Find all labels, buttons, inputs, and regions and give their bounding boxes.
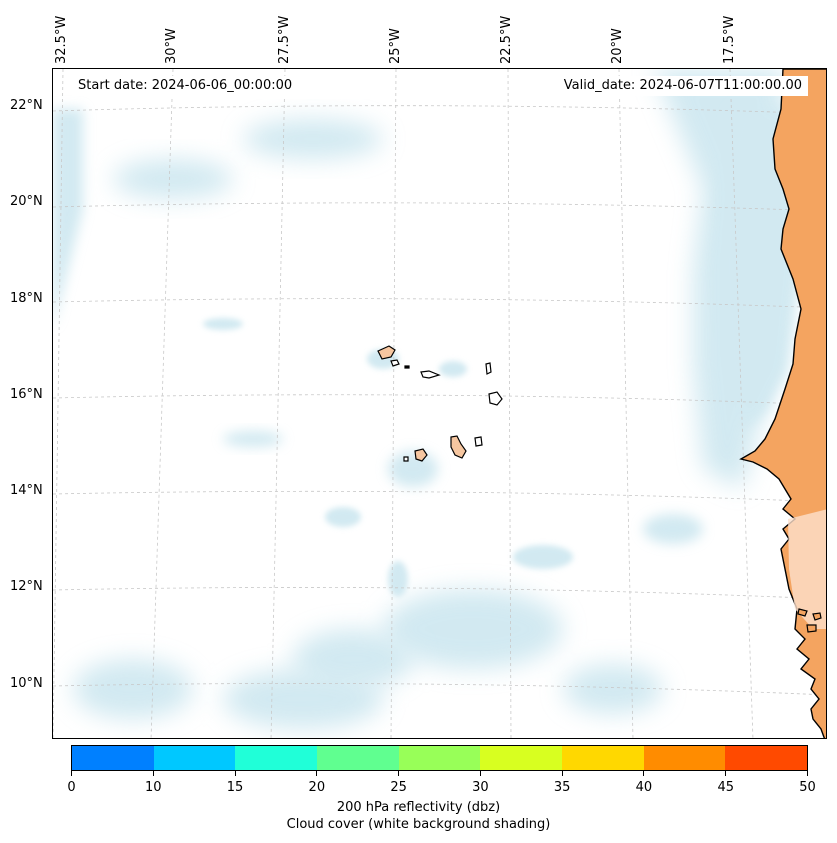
map-canvas [53,69,826,738]
colorbar-label-sub: Cloud cover (white background shading) [286,817,551,832]
colorbar-tick-label: 50 [799,780,816,795]
colorbar-tick-label: 25 [390,780,407,795]
lat-label-20n: 20°N [10,194,43,209]
coastal-cloud-core [715,109,798,429]
cloud-cover-shading [53,69,798,729]
island-santiago [450,435,467,459]
island-santo-antao [377,345,396,360]
lon-label-17-5w: 17.5°W [722,15,737,64]
lon-label-20w: 20°W [610,28,625,64]
colorbar-tick [71,771,72,776]
graticule [53,69,826,738]
colorbar-tick [152,771,154,776]
island-santa-luzia [404,365,410,369]
start-date-label: Start date: 2024-06-06_00:00:00 [72,76,299,96]
colorbar-tick [561,771,563,776]
colorbar-tick-label: 15 [226,780,244,795]
lon-label-32-5w: 32.5°W [54,15,69,64]
cloud-patch [383,589,563,669]
lat-label-14n: 14°N [10,483,43,498]
lat-label-22n: 22°N [10,98,43,113]
cloud-patch [113,159,233,199]
island-sao-nicolau [420,370,441,379]
colorbar-segment [235,746,318,770]
cloud-patch [388,451,438,487]
mainland-south-shade [788,509,826,629]
island-fogo [414,448,428,462]
colorbar-segment [480,746,563,770]
lon-label-27-5w: 27.5°W [277,15,292,64]
left-edge-cloud [53,109,83,329]
cloud-patch [73,659,193,719]
cloud-patch [563,664,663,714]
lon-label-22-5w: 22.5°W [499,15,514,64]
colorbar-tick [234,771,236,776]
colorbar-tick-label: 0 [67,780,76,795]
colorbar-label-main: 200 hPa reflectivity (dbz) [336,800,501,815]
colorbar-segment [72,746,154,770]
islet-guinea-bissau-3 [806,624,817,633]
cloud-patch [388,561,408,597]
island-boa-vista [488,391,503,406]
colorbar-tick-label: 40 [635,780,653,795]
cloud-patch [325,507,361,527]
cape-verde-islands [377,345,503,462]
lat-label-16n: 16°N [10,387,43,402]
islet-guinea-bissau-1 [797,608,808,617]
colorbar-tick [316,771,318,776]
valid-date-label: Valid_date: 2024-06-07T11:00:00.00 [557,76,808,96]
colorbar [71,745,808,771]
lon-label-25w: 25°W [388,28,403,64]
cloud-patch [439,361,467,377]
cloud-patch [243,119,383,159]
lat-label-18n: 18°N [10,291,43,306]
colorbar-segment [317,746,399,770]
colorbar-segment [643,746,726,770]
colorbar-segment [153,746,236,770]
colorbar-tick-label: 10 [144,780,162,795]
map-panel[interactable]: Start date: 2024-06-06_00:00:00 Valid_da… [52,68,827,739]
colorbar-segment [562,746,644,770]
islet-guinea-bissau-2 [812,612,822,621]
lat-label-12n: 12°N [10,579,43,594]
cloud-patch [643,514,703,544]
colorbar-tick-label: 35 [553,780,571,795]
colorbar-segment [398,746,481,770]
island-brava [403,456,409,462]
colorbar-tick [725,771,727,776]
coastline-details [797,608,822,633]
colorbar-tick [398,771,400,776]
colorbar-tick [479,771,481,776]
colorbar-tick [643,771,645,776]
cloud-patch [513,545,573,569]
cloud-patch [223,431,283,447]
island-sal [485,362,492,375]
cloud-patch [203,318,243,330]
island-maio [474,436,483,447]
cloud-patch [223,669,383,729]
colorbar-tick-label: 30 [472,780,489,795]
lon-label-30w: 30°W [164,28,179,64]
colorbar-tick-label: 45 [717,780,734,795]
colorbar-segment [725,746,808,770]
colorbar-tick [807,771,808,776]
lat-label-10n: 10°N [10,676,43,691]
island-sao-vicente [390,359,400,367]
colorbar-tick-label: 20 [308,780,326,795]
